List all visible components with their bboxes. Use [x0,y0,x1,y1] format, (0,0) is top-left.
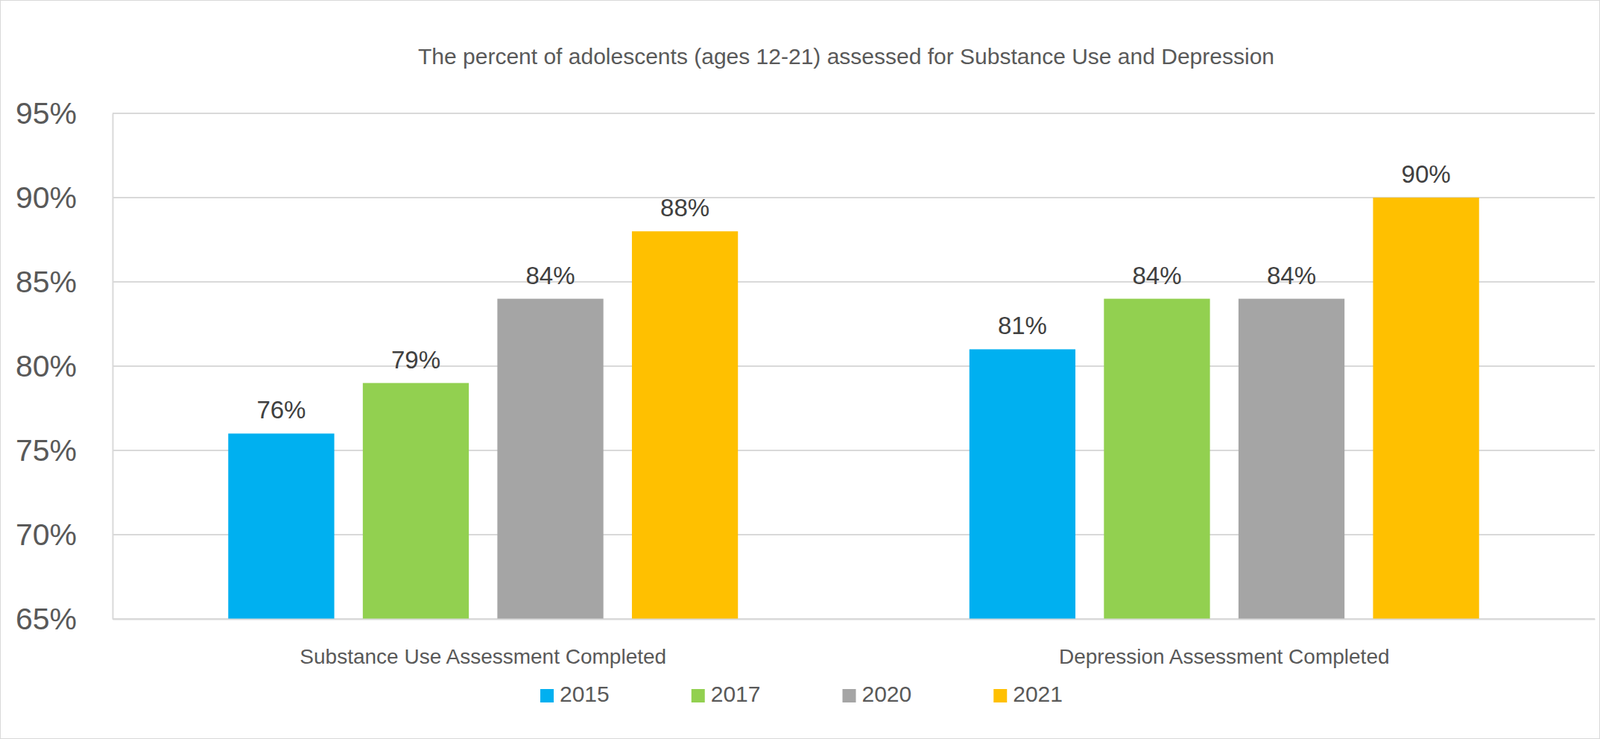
data-label: 84% [1131,261,1182,290]
y-tick: 75% [15,432,113,468]
data-label: 76% [256,395,306,424]
legend-label: 2017 [710,681,761,706]
bar [969,348,1076,619]
data-label: 79% [391,345,441,374]
title: The percent of adolescents (ages 12-21) … [418,43,1275,69]
x-tick-label: Substance Use Assessment Completed [299,644,667,668]
legend-label: 2015 [559,681,610,706]
bar [362,383,469,619]
legend-item: 2015 [540,681,610,706]
x-tick: Substance Use Assessment Completed [299,618,667,668]
y-tick-label: 90% [15,180,77,215]
y-tick: 85% [15,264,113,299]
bars [228,197,1479,619]
data-label: 88% [660,193,710,222]
legend-swatch [993,688,1007,703]
grid [112,113,1595,619]
grid-line [112,280,1595,283]
data-labels: 76% 81% 79% 84% 84% 84% 88% 90% [256,160,1451,424]
chart-border [0,0,1600,739]
legend-label: 2020 [862,681,913,706]
data-label: 81% [997,311,1048,340]
y-tick: 65% [15,601,113,636]
bar [1103,298,1210,619]
grid-line [112,449,1595,451]
y-tick-label: 80% [15,348,77,384]
y-tick-label: 75% [15,432,77,468]
y-tick: 90% [15,180,113,215]
y-tick: 70% [15,517,113,552]
bar [497,298,603,619]
bar [631,231,738,619]
grid-line [112,617,1595,620]
chart: 65% 70% 75% 80% 85% 90% 95% Substance Use Asses… [0,0,1600,739]
x-axis: Substance Use Assessment Completed Depres… [113,618,1596,668]
bar [228,432,334,619]
legend-item: 2017 [691,681,761,706]
x-axis-line [113,618,1596,621]
y-tick-label: 70% [15,517,77,552]
bar [1238,298,1345,619]
y-tick: 80% [15,348,113,384]
legend-item: 2021 [993,681,1063,706]
data-label: 84% [1266,261,1317,290]
legend: 2015 2017 2020 2021 [540,681,1063,706]
bar [1372,197,1479,619]
legend-item: 2020 [842,681,913,706]
grid-line [112,533,1595,536]
data-label: 84% [525,261,575,290]
x-tick-label: Depression Assessment Completed [1058,644,1390,668]
legend-swatch [540,688,554,703]
y-axis-line [112,114,115,620]
x-tick: Depression Assessment Completed [1058,618,1390,668]
y-axis: 65% 70% 75% 80% 85% 90% 95% [15,96,114,636]
y-tick-label: 95% [15,96,77,131]
grid-line [112,196,1595,199]
legend-swatch [842,688,857,703]
legend-swatch [691,688,705,703]
legend-label: 2021 [1012,681,1063,706]
data-label: 90% [1401,160,1451,188]
y-tick-label: 65% [15,601,77,636]
y-tick: 95% [15,96,113,131]
y-tick-label: 85% [15,264,77,299]
grid-line [112,112,1595,115]
grid-line [112,365,1595,367]
